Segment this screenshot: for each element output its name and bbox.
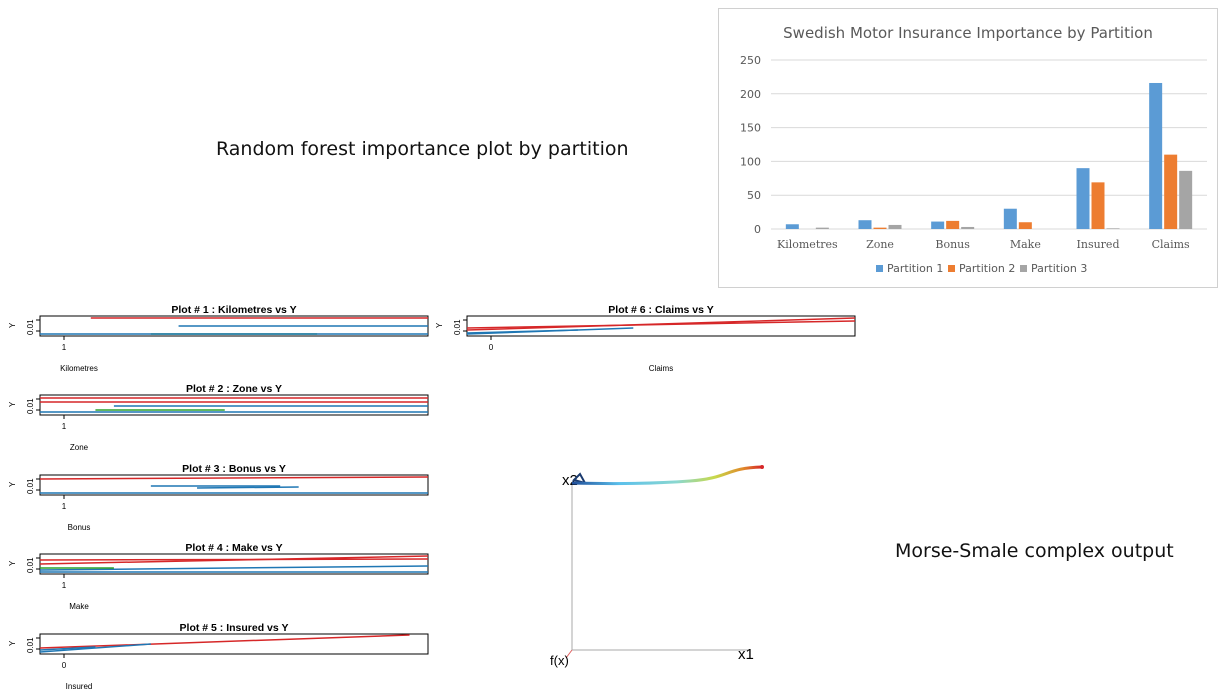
panel-xlabel: Make xyxy=(69,602,89,611)
morse-smale-caption: Morse-Smale complex output xyxy=(895,540,1174,562)
morse-smale-curve xyxy=(571,465,763,486)
y-tick-label: 0 xyxy=(754,223,761,236)
panel-xtick: 1 xyxy=(62,502,67,511)
panel-frame xyxy=(39,394,429,416)
x-tick-label: Bonus xyxy=(935,238,970,251)
panel-ytick: 0.01 xyxy=(26,398,35,414)
panel-title: Plot # 5 : Insured vs Y xyxy=(180,622,289,634)
min-marker xyxy=(572,472,588,485)
y-tick-label: 100 xyxy=(740,155,761,168)
panel-ylabel: Y xyxy=(8,401,17,407)
bar xyxy=(785,224,799,229)
panel-ylabel: Y xyxy=(8,322,17,328)
bar xyxy=(1003,208,1017,229)
panel-xlabel: Zone xyxy=(70,443,89,452)
bar xyxy=(873,227,887,229)
bar xyxy=(815,227,829,229)
panel-xtick: 1 xyxy=(62,422,67,431)
axis-z-label: f(x) xyxy=(550,653,569,668)
x-tick-label: Zone xyxy=(866,238,894,251)
panel-frame xyxy=(466,315,856,337)
regression-segment xyxy=(39,634,410,649)
panel-ylabel: Y xyxy=(8,640,17,646)
panel-frame xyxy=(39,474,429,496)
panel-xtick: 1 xyxy=(62,343,67,352)
regression-segment xyxy=(39,558,429,561)
bar xyxy=(1076,168,1090,229)
panel-title: Plot # 6 : Claims vs Y xyxy=(608,304,713,316)
bar-chart-svg: Swedish Motor Insurance Importance by Pa… xyxy=(740,24,1207,275)
bar xyxy=(1164,154,1178,229)
regression-segment xyxy=(466,329,578,334)
panel-ylabel: Y xyxy=(8,481,17,487)
panel-ylabel: Y xyxy=(435,322,444,328)
legend-label: Partition 2 xyxy=(959,262,1015,275)
panel-ylabel: Y xyxy=(8,560,17,566)
bar xyxy=(1106,228,1120,229)
panel-xtick: 1 xyxy=(62,581,67,590)
bar xyxy=(931,221,945,229)
chart-title: Swedish Motor Insurance Importance by Pa… xyxy=(783,24,1153,42)
legend-swatch xyxy=(948,265,955,272)
legend-label: Partition 1 xyxy=(887,262,943,275)
panel-ytick: 0.01 xyxy=(26,637,35,653)
legend-label: Partition 3 xyxy=(1031,262,1087,275)
panel-xlabel: Claims xyxy=(649,364,673,373)
bar xyxy=(1179,170,1193,229)
panel-ytick: 0.01 xyxy=(453,319,462,335)
regression-segment xyxy=(39,565,429,571)
bar xyxy=(961,226,975,229)
morse-smale-plot: f(x) x1 x2 xyxy=(550,462,790,687)
panel-xtick: 0 xyxy=(62,661,67,670)
legend-swatch xyxy=(1020,265,1027,272)
axis-x-label: x1 xyxy=(738,646,754,663)
panel-title: Plot # 1 : Kilometres vs Y xyxy=(171,304,296,316)
panel-ytick: 0.01 xyxy=(26,319,35,335)
panel-xlabel: Bonus xyxy=(68,523,91,532)
regression-segment xyxy=(39,643,151,653)
bar xyxy=(1149,82,1163,229)
axis-y-label: x2 xyxy=(562,472,578,489)
bar xyxy=(1018,222,1032,229)
panel-xlabel: Kilometres xyxy=(60,364,98,373)
legend-swatch xyxy=(876,265,883,272)
panel-ytick: 0.01 xyxy=(26,557,35,573)
bar xyxy=(1091,182,1105,229)
importance-bar-chart: Swedish Motor Insurance Importance by Pa… xyxy=(718,8,1218,288)
panel-title: Plot # 3 : Bonus vs Y xyxy=(182,463,286,475)
axis-z-line xyxy=(565,649,573,659)
regression-segment xyxy=(39,646,96,651)
panel-xtick: 0 xyxy=(489,343,494,352)
y-tick-label: 150 xyxy=(740,122,761,135)
max-point xyxy=(760,465,764,469)
y-tick-label: 50 xyxy=(747,189,761,202)
panel-title: Plot # 2 : Zone vs Y xyxy=(186,383,282,395)
x-tick-label: Claims xyxy=(1152,238,1190,251)
x-tick-label: Insured xyxy=(1077,238,1120,251)
panel-title: Plot # 4 : Make vs Y xyxy=(185,542,282,554)
bar xyxy=(858,220,872,229)
regression-segment xyxy=(466,320,856,329)
y-tick-label: 200 xyxy=(740,88,761,101)
regression-segment xyxy=(39,476,429,480)
regression-segment xyxy=(197,486,299,489)
x-tick-label: Make xyxy=(1010,238,1041,251)
bar xyxy=(946,220,960,229)
x-tick-label: Kilometres xyxy=(777,238,838,251)
panel-xlabel: Insured xyxy=(66,682,93,691)
random-forest-caption: Random forest importance plot by partiti… xyxy=(216,138,629,160)
bar xyxy=(888,224,902,229)
morse-smale-svg: f(x) x1 x2 xyxy=(550,465,764,668)
y-tick-label: 250 xyxy=(740,54,761,67)
panel-ytick: 0.01 xyxy=(26,478,35,494)
panel-frame xyxy=(39,633,429,655)
